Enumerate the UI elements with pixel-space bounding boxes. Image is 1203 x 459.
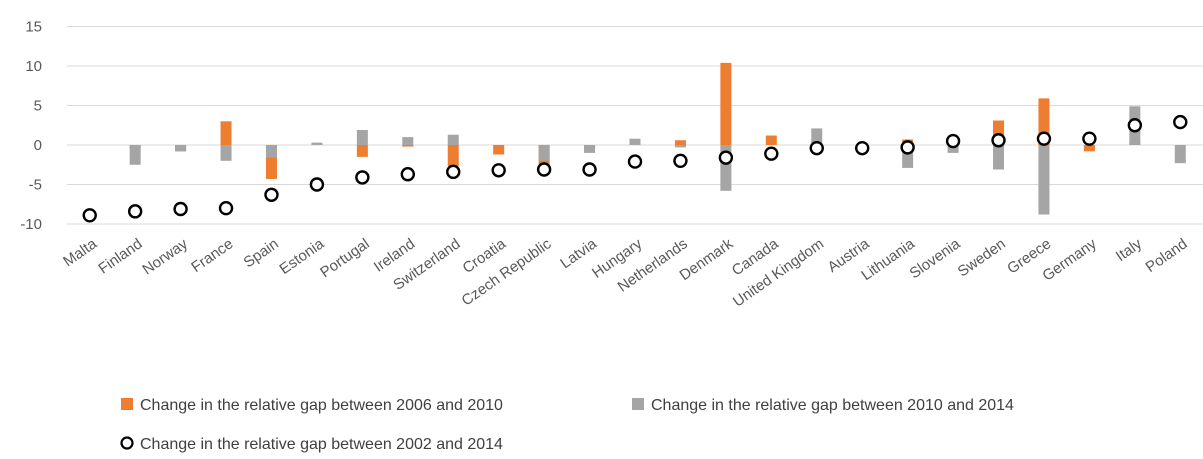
marker-2002-2014 [1127,118,1143,133]
marker-2002-2014 [355,170,370,185]
y-tick-label: -5 [29,177,42,194]
bar-2006-2010 [265,145,277,179]
marker-2002-2014 [1173,114,1188,130]
marker-2002-2014 [264,187,279,202]
bar-2010-2014 [1038,145,1050,215]
bar-2010-2014 [674,145,686,148]
legend-marker-2002-2014 [120,436,134,450]
bar-2006-2010 [447,145,459,167]
marker-2002-2014 [218,200,234,216]
legend-label-2002-2014: Change in the relative gap between 2002 … [140,436,503,453]
marker-2002-2014 [582,162,597,177]
bar-2010-2014 [629,138,641,145]
marker-2002-2014 [718,150,734,165]
bar-2006-2010 [1083,145,1095,152]
x-tick-label: Sweden [955,235,1009,280]
bar-2010-2014 [538,145,550,161]
marker-2002-2014 [173,201,188,217]
bar-2010-2014 [1174,145,1186,164]
bar-2010-2014 [584,145,596,153]
y-tick-label: 5 [34,98,42,115]
marker-2002-2014 [491,163,506,178]
marker-2002-2014 [809,140,824,156]
marker-2002-2014 [82,208,97,223]
bar-2010-2014 [902,145,914,168]
bar-2010-2014 [947,145,959,153]
x-tick-label: Finland [95,235,145,277]
bar-2010-2014 [220,145,232,161]
marker-2002-2014 [673,153,688,169]
bar-2010-2014 [311,142,323,145]
bar-2006-2010 [356,145,368,157]
x-tick-label: Norway [139,235,191,278]
marker-2002-2014 [400,167,415,182]
y-tick-label: -10 [20,216,42,233]
bar-2010-2014 [265,145,277,158]
legend-label-2006-2010: Change in the relative gap between 2006 … [140,397,503,414]
marker-2002-2014 [764,146,779,161]
bar-2006-2010 [765,135,777,145]
markers [82,114,1188,223]
bar-2006-2010 [1038,98,1050,145]
marker-2002-2014 [945,133,961,149]
bar-2010-2014 [720,145,732,191]
marker-2002-2014 [536,162,552,177]
x-tick-label: France [188,235,236,276]
marker-2002-2014 [991,133,1006,148]
bar-2006-2010 [674,140,686,145]
bar-2010-2014 [811,128,823,145]
x-tick-label: Portugal [317,235,373,281]
bar-2010-2014 [447,134,459,145]
bar-2010-2014 [356,129,368,145]
marker-2002-2014 [1082,131,1097,146]
bars [129,62,1186,215]
legend-swatch-2006-2010 [121,398,133,410]
legend-swatch-2010-2014 [632,398,644,410]
y-tick-label: 10 [25,58,42,75]
marker-2002-2014 [1036,131,1052,146]
bar-2006-2010 [493,145,505,155]
bar-2010-2014 [993,145,1005,170]
bar-2006-2010 [402,145,414,147]
bar-2006-2010 [220,121,232,145]
bar-2006-2010 [720,62,732,146]
y-tick-label: 15 [25,19,42,36]
bar-2010-2014 [129,145,141,165]
x-tick-label: Spain [241,235,282,271]
y-tick-label: 0 [34,137,42,154]
y-axis: -10 -5 0 5 10 15 [20,19,42,234]
x-tick-label: Malta [60,235,100,270]
x-tick-label: Poland [1143,235,1191,276]
marker-2002-2014 [309,177,325,192]
legend-label-2010-2014: Change in the relative gap between 2010 … [651,397,1014,414]
marker-2002-2014 [855,140,870,156]
bar-2010-2014 [175,145,187,152]
marker-2002-2014 [127,204,143,219]
marker-2002-2014 [900,140,915,155]
marker-2002-2014 [446,164,461,180]
bar-2010-2014 [402,137,414,145]
x-tick-label: Slovenia [906,235,963,282]
x-tick-label: Italy [1113,235,1146,265]
legend: Change in the relative gap between 2006 … [120,397,1014,453]
marker-2002-2014 [627,154,643,169]
bar-2006-2010 [993,120,1005,145]
gridlines [67,26,1203,225]
